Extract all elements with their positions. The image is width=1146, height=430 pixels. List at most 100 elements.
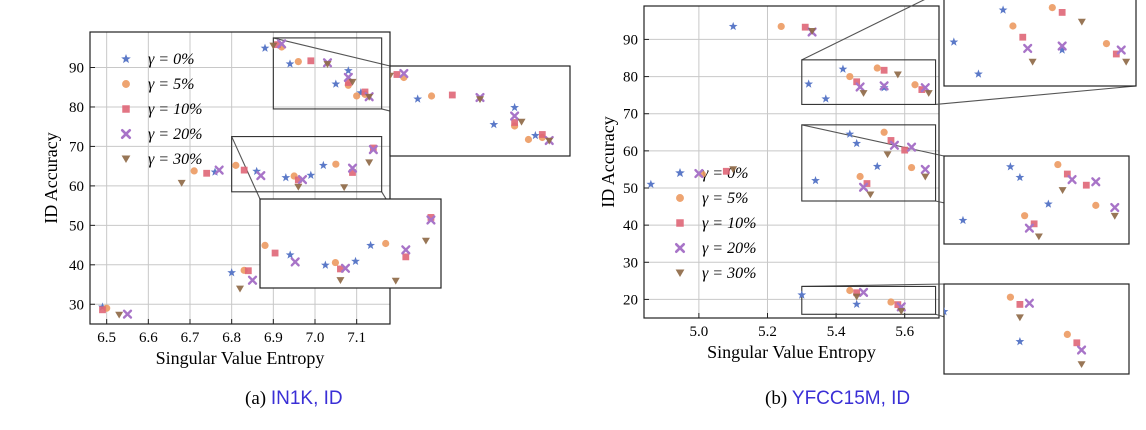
- point-1-7: [353, 92, 361, 100]
- inset-point-0-3: [958, 215, 968, 225]
- legend-marker-1: [122, 80, 130, 88]
- inset-point-3-5: [401, 245, 411, 255]
- point-4-1: [177, 179, 186, 187]
- data-points: [98, 39, 378, 319]
- inset-0: [389, 65, 571, 157]
- point-2-7: [344, 79, 352, 86]
- point-4-6: [897, 308, 906, 315]
- xtick-label: 6.9: [264, 330, 283, 346]
- point-4-9: [269, 42, 278, 50]
- inset-point-4-3: [1058, 187, 1067, 194]
- inset-point-0-9: [974, 69, 983, 78]
- point-0-4: [845, 129, 855, 138]
- legend-entry-3: γ = 20%: [702, 240, 756, 257]
- caption-b-label: YFCC15M, ID: [791, 388, 911, 409]
- legend-entry-0: γ = 0%: [148, 51, 194, 68]
- inset-1: [943, 155, 1130, 245]
- inset-point-2-6: [427, 214, 435, 221]
- inset-point-0-6: [489, 119, 499, 129]
- xtick-label: 5.2: [758, 324, 777, 340]
- ytick-label: 50: [69, 218, 84, 234]
- inset-point-3-3: [290, 257, 300, 267]
- inset-point-3-7: [1076, 345, 1087, 355]
- point-4-7: [859, 90, 868, 97]
- point-3-6: [858, 287, 869, 297]
- point-0-8: [852, 299, 862, 308]
- point-2-3: [244, 267, 252, 275]
- inset-points: [944, 293, 1087, 368]
- inset-source-box-1: [801, 124, 937, 202]
- inset-frame: [259, 198, 442, 289]
- legend-entry-4: γ = 30%: [702, 265, 756, 282]
- inset-source-box-2: [801, 285, 937, 315]
- point-4-3: [294, 183, 303, 191]
- point-0-6: [331, 79, 341, 88]
- xtick-label: 5.4: [827, 324, 846, 340]
- point-3-10: [277, 39, 287, 49]
- point-0-1: [728, 21, 738, 31]
- inset-point-2-2: [271, 249, 279, 257]
- inset-frame: [389, 65, 571, 157]
- panel-0: 6.5 6.6 6.7 6.8 6.9 7.0 7.1 30 40 50 60 70 80 90 Singu…: [41, 31, 571, 368]
- legend-marker-4: [121, 155, 131, 163]
- point-4-8: [323, 61, 332, 68]
- inset-connector: [273, 37, 391, 67]
- inset-point-3-10: [1116, 45, 1126, 55]
- inset-source-box-0: [272, 37, 383, 110]
- ytick-label: 90: [69, 61, 84, 77]
- ytick-label: 40: [623, 218, 638, 234]
- point-4-2: [236, 285, 244, 293]
- data-points: [646, 21, 933, 315]
- inset-point-3-6: [1024, 298, 1034, 308]
- inset-point-4-2: [1034, 233, 1043, 241]
- inset-point-2-8: [538, 131, 546, 138]
- point-2-8: [361, 88, 369, 96]
- point-0-4: [306, 170, 316, 179]
- point-2-2: [240, 166, 248, 174]
- inset-point-0-11: [1057, 45, 1067, 54]
- inset-point-0-7: [944, 307, 949, 316]
- inset-point-1-7: [1009, 22, 1017, 30]
- inset-point-2-4: [1082, 181, 1090, 189]
- point-4-8: [893, 71, 902, 79]
- xtick-label: 6.6: [139, 330, 158, 346]
- xtick-label: 7.0: [306, 330, 325, 346]
- inset-point-3-3: [1067, 175, 1077, 185]
- inset-point-0-6: [1043, 199, 1053, 208]
- inset-point-4-7: [545, 137, 554, 145]
- inset-point-4-6: [517, 118, 526, 126]
- figure: 6.5 6.6 6.7 6.8 6.9 7.0 7.1 30 40 50 60 70 80 90 Singu…: [41, 0, 1137, 375]
- point-0-5: [852, 138, 862, 148]
- legend-marker-0: [121, 53, 131, 64]
- point-0-3: [281, 173, 291, 182]
- ytick-label: 80: [69, 100, 84, 116]
- y-axis-label: ID Accuracy: [41, 132, 61, 223]
- point-2-3: [887, 137, 895, 144]
- point-0-0: [646, 179, 656, 189]
- inset-point-0-3: [320, 260, 330, 269]
- inset-point-3-6: [426, 215, 436, 225]
- inset-point-0-10: [998, 5, 1008, 14]
- point-2-5: [349, 169, 356, 176]
- caption-b: (b) YFCC15M, ID: [765, 388, 910, 410]
- inset-point-1-8: [1048, 4, 1056, 12]
- ytick-label: 70: [623, 107, 638, 123]
- point-2-1: [801, 23, 809, 31]
- point-3-2: [247, 275, 258, 285]
- inset-point-4-5: [421, 237, 430, 245]
- inset-frame: [943, 155, 1130, 245]
- point-1-3: [880, 128, 888, 136]
- point-3-4: [297, 174, 308, 185]
- x-axis-label: Singular Value Entropy: [707, 342, 876, 362]
- point-1-5: [332, 160, 340, 168]
- inset-2: [943, 283, 1130, 375]
- legend-marker-4: [675, 269, 685, 277]
- point-0-9: [821, 94, 831, 103]
- inset-point-2-4: [337, 265, 344, 273]
- point-4-6: [348, 78, 357, 86]
- point-1-2: [856, 172, 864, 181]
- point-1-8: [873, 64, 881, 72]
- xtick-label: 7.1: [347, 330, 366, 346]
- ytick-label: 60: [623, 144, 638, 160]
- xtick-label: 6.5: [97, 330, 116, 346]
